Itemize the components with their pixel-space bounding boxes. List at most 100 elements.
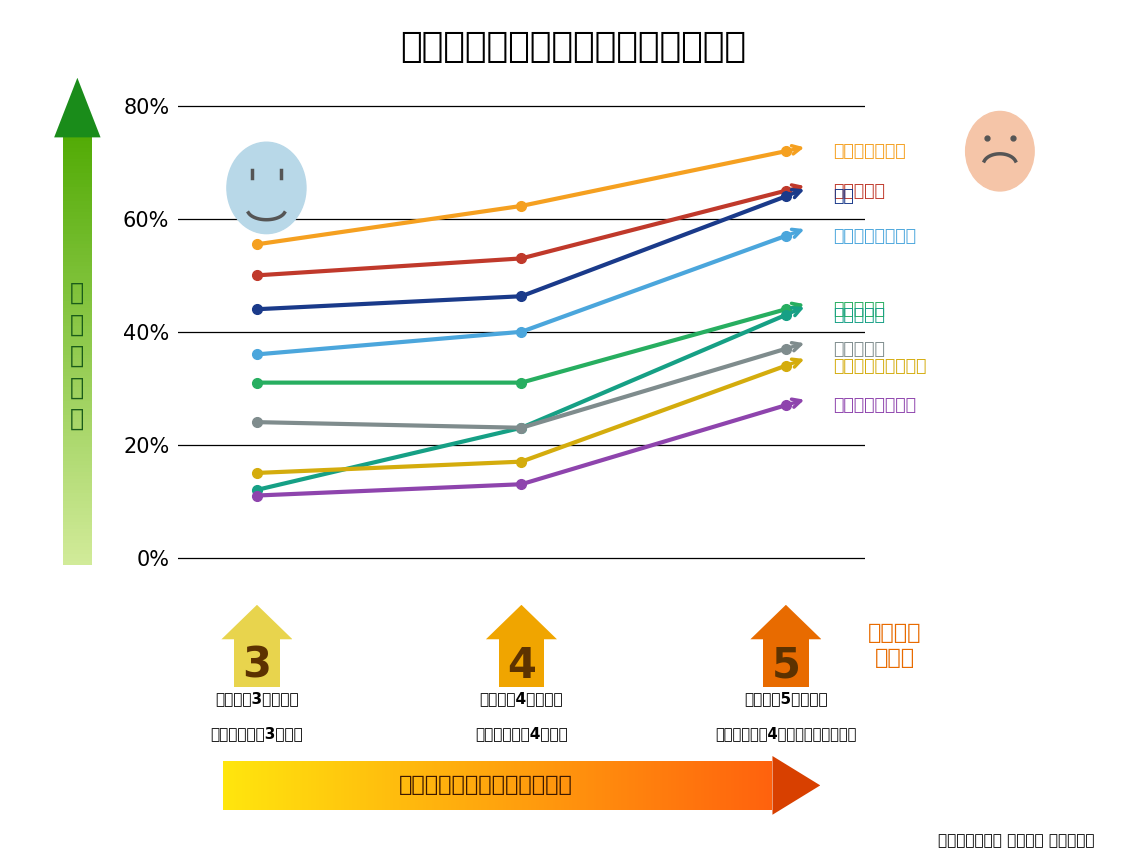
Polygon shape bbox=[63, 480, 92, 483]
Polygon shape bbox=[269, 760, 272, 810]
Polygon shape bbox=[63, 436, 92, 440]
Polygon shape bbox=[723, 760, 725, 810]
Polygon shape bbox=[731, 760, 733, 810]
Polygon shape bbox=[63, 347, 92, 351]
Polygon shape bbox=[476, 760, 478, 810]
Polygon shape bbox=[382, 760, 385, 810]
Polygon shape bbox=[462, 760, 464, 810]
Polygon shape bbox=[682, 760, 684, 810]
Polygon shape bbox=[63, 151, 92, 156]
Polygon shape bbox=[63, 493, 92, 497]
Polygon shape bbox=[275, 760, 277, 810]
Polygon shape bbox=[63, 148, 92, 151]
Polygon shape bbox=[221, 605, 292, 639]
Polygon shape bbox=[393, 760, 395, 810]
Polygon shape bbox=[248, 760, 250, 810]
Polygon shape bbox=[63, 451, 92, 454]
Polygon shape bbox=[63, 180, 92, 184]
Polygon shape bbox=[63, 245, 92, 248]
Text: せき: せき bbox=[833, 187, 854, 206]
Polygon shape bbox=[222, 760, 226, 810]
Polygon shape bbox=[63, 394, 92, 397]
Polygon shape bbox=[63, 358, 92, 362]
Polygon shape bbox=[305, 760, 308, 810]
Polygon shape bbox=[336, 760, 338, 810]
Polygon shape bbox=[63, 354, 92, 358]
Polygon shape bbox=[751, 605, 822, 639]
Polygon shape bbox=[690, 760, 692, 810]
Polygon shape bbox=[374, 760, 377, 810]
Polygon shape bbox=[517, 760, 519, 810]
Polygon shape bbox=[234, 639, 280, 687]
Polygon shape bbox=[63, 334, 92, 337]
Polygon shape bbox=[629, 760, 633, 810]
Text: 手足の冷え: 手足の冷え bbox=[833, 300, 886, 318]
Polygon shape bbox=[63, 557, 92, 561]
Polygon shape bbox=[63, 223, 92, 226]
Polygon shape bbox=[763, 639, 809, 687]
Polygon shape bbox=[602, 760, 605, 810]
Polygon shape bbox=[767, 760, 770, 810]
Polygon shape bbox=[523, 760, 525, 810]
Text: 気管支ぜんそく: 気管支ぜんそく bbox=[833, 143, 906, 160]
Polygon shape bbox=[499, 639, 544, 687]
Polygon shape bbox=[756, 760, 759, 810]
Text: アレルギー性結膜炎: アレルギー性結膜炎 bbox=[833, 357, 927, 375]
Polygon shape bbox=[234, 760, 236, 810]
Polygon shape bbox=[583, 760, 586, 810]
Polygon shape bbox=[665, 760, 668, 810]
Polygon shape bbox=[63, 426, 92, 429]
Polygon shape bbox=[63, 166, 92, 169]
Polygon shape bbox=[63, 330, 92, 334]
Polygon shape bbox=[544, 760, 547, 810]
Text: 《省エネ等絃4以上の高断熱住宅》: 《省エネ等絃4以上の高断熱住宅》 bbox=[715, 726, 856, 740]
Polygon shape bbox=[481, 760, 484, 810]
Polygon shape bbox=[244, 760, 248, 810]
Polygon shape bbox=[350, 760, 352, 810]
Polygon shape bbox=[745, 760, 747, 810]
Polygon shape bbox=[285, 760, 289, 810]
Polygon shape bbox=[572, 760, 574, 810]
Polygon shape bbox=[250, 760, 253, 810]
Polygon shape bbox=[63, 208, 92, 213]
Polygon shape bbox=[747, 760, 751, 810]
Polygon shape bbox=[63, 248, 92, 251]
Polygon shape bbox=[63, 532, 92, 537]
Polygon shape bbox=[761, 760, 764, 810]
Polygon shape bbox=[63, 500, 92, 504]
Polygon shape bbox=[725, 760, 729, 810]
Polygon shape bbox=[63, 468, 92, 472]
Polygon shape bbox=[715, 760, 717, 810]
Polygon shape bbox=[497, 760, 501, 810]
Polygon shape bbox=[63, 554, 92, 557]
Polygon shape bbox=[63, 290, 92, 294]
Polygon shape bbox=[63, 162, 92, 166]
Polygon shape bbox=[63, 302, 92, 305]
Polygon shape bbox=[261, 760, 264, 810]
Polygon shape bbox=[643, 760, 646, 810]
Polygon shape bbox=[63, 194, 92, 198]
Polygon shape bbox=[646, 760, 649, 810]
Polygon shape bbox=[63, 391, 92, 394]
Polygon shape bbox=[542, 760, 544, 810]
Polygon shape bbox=[509, 760, 511, 810]
Polygon shape bbox=[63, 454, 92, 458]
Polygon shape bbox=[63, 297, 92, 302]
Polygon shape bbox=[688, 760, 690, 810]
Polygon shape bbox=[316, 760, 319, 810]
Polygon shape bbox=[627, 760, 629, 810]
Polygon shape bbox=[63, 213, 92, 216]
Polygon shape bbox=[712, 760, 715, 810]
Polygon shape bbox=[743, 760, 745, 810]
Polygon shape bbox=[338, 760, 340, 810]
Polygon shape bbox=[63, 561, 92, 565]
Text: 4: 4 bbox=[507, 645, 536, 687]
Polygon shape bbox=[63, 294, 92, 297]
Polygon shape bbox=[63, 511, 92, 515]
Polygon shape bbox=[421, 760, 423, 810]
Polygon shape bbox=[709, 760, 712, 810]
Polygon shape bbox=[360, 760, 363, 810]
Polygon shape bbox=[739, 760, 743, 810]
Polygon shape bbox=[547, 760, 550, 810]
Polygon shape bbox=[63, 287, 92, 290]
